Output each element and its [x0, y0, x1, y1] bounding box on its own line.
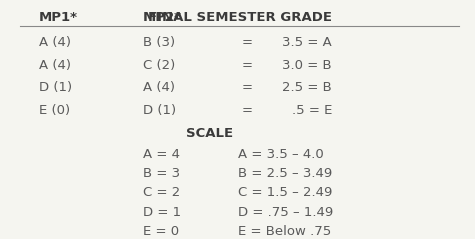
Text: D = .75 – 1.49: D = .75 – 1.49 [238, 206, 333, 219]
Text: A (4): A (4) [39, 36, 71, 49]
Text: 3.0 = B: 3.0 = B [282, 59, 332, 72]
Text: C = 1.5 – 2.49: C = 1.5 – 2.49 [238, 186, 332, 199]
Text: B = 2.5 – 3.49: B = 2.5 – 3.49 [238, 167, 332, 180]
Text: D = 1: D = 1 [143, 206, 181, 219]
Text: B (3): B (3) [143, 36, 175, 49]
Text: A = 3.5 – 4.0: A = 3.5 – 4.0 [238, 147, 323, 161]
Text: MP1*: MP1* [39, 11, 78, 24]
Text: 3.5 = A: 3.5 = A [282, 36, 332, 49]
Text: =: = [241, 59, 252, 72]
Text: A (4): A (4) [143, 81, 175, 94]
Text: B = 3: B = 3 [143, 167, 180, 180]
Text: C = 2: C = 2 [143, 186, 180, 199]
Text: MP2*: MP2* [143, 11, 182, 24]
Text: =: = [241, 104, 252, 117]
Text: E = Below .75: E = Below .75 [238, 225, 331, 238]
Text: SCALE: SCALE [186, 127, 233, 140]
Text: .5 = E: .5 = E [292, 104, 332, 117]
Text: D (1): D (1) [39, 81, 72, 94]
Text: 2.5 = B: 2.5 = B [282, 81, 332, 94]
Text: =: = [241, 36, 252, 49]
Text: FINAL SEMESTER GRADE: FINAL SEMESTER GRADE [148, 11, 332, 24]
Text: E = 0: E = 0 [143, 225, 179, 238]
Text: A = 4: A = 4 [143, 147, 180, 161]
Text: C (2): C (2) [143, 59, 175, 72]
Text: E (0): E (0) [39, 104, 70, 117]
Text: D (1): D (1) [143, 104, 176, 117]
Text: A (4): A (4) [39, 59, 71, 72]
Text: =: = [241, 81, 252, 94]
